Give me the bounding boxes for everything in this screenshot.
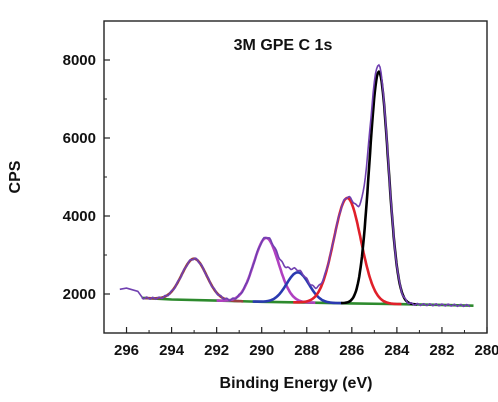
x-tick-label: 290 (249, 342, 274, 359)
x-tick-label: 282 (429, 342, 454, 359)
chart-title: 3M GPE C 1s (234, 37, 333, 54)
y-tick-label: 6000 (63, 130, 96, 147)
x-tick-label: 288 (294, 342, 319, 359)
x-tick-label: 292 (204, 342, 229, 359)
fitted-peak (341, 70, 417, 306)
curves-group (119, 63, 474, 308)
y-tick-label: 8000 (63, 52, 96, 69)
x-tick-label: 284 (384, 342, 410, 359)
plot-border (103, 20, 488, 334)
x-tick-label: 280 (474, 342, 498, 359)
plot-frame (103, 20, 488, 334)
fitted-peak (144, 257, 244, 303)
x-tick-label: 296 (114, 342, 139, 359)
y-axis-ticks: 2000 4000 6000 8000 (63, 20, 110, 334)
fitted-peak (293, 196, 402, 306)
x-axis-ticks: 296 294 292 290 288 286 284 282 280 (103, 327, 498, 359)
x-axis-title: Binding Energy (eV) (220, 375, 373, 392)
fitted-peak (252, 271, 343, 305)
y-axis-title: CPS (7, 160, 24, 193)
envelope-curve (119, 63, 471, 308)
x-tick-label: 294 (159, 342, 185, 359)
x-tick-label: 286 (339, 342, 364, 359)
y-tick-label: 4000 (63, 208, 96, 225)
y-tick-label: 2000 (63, 286, 96, 303)
